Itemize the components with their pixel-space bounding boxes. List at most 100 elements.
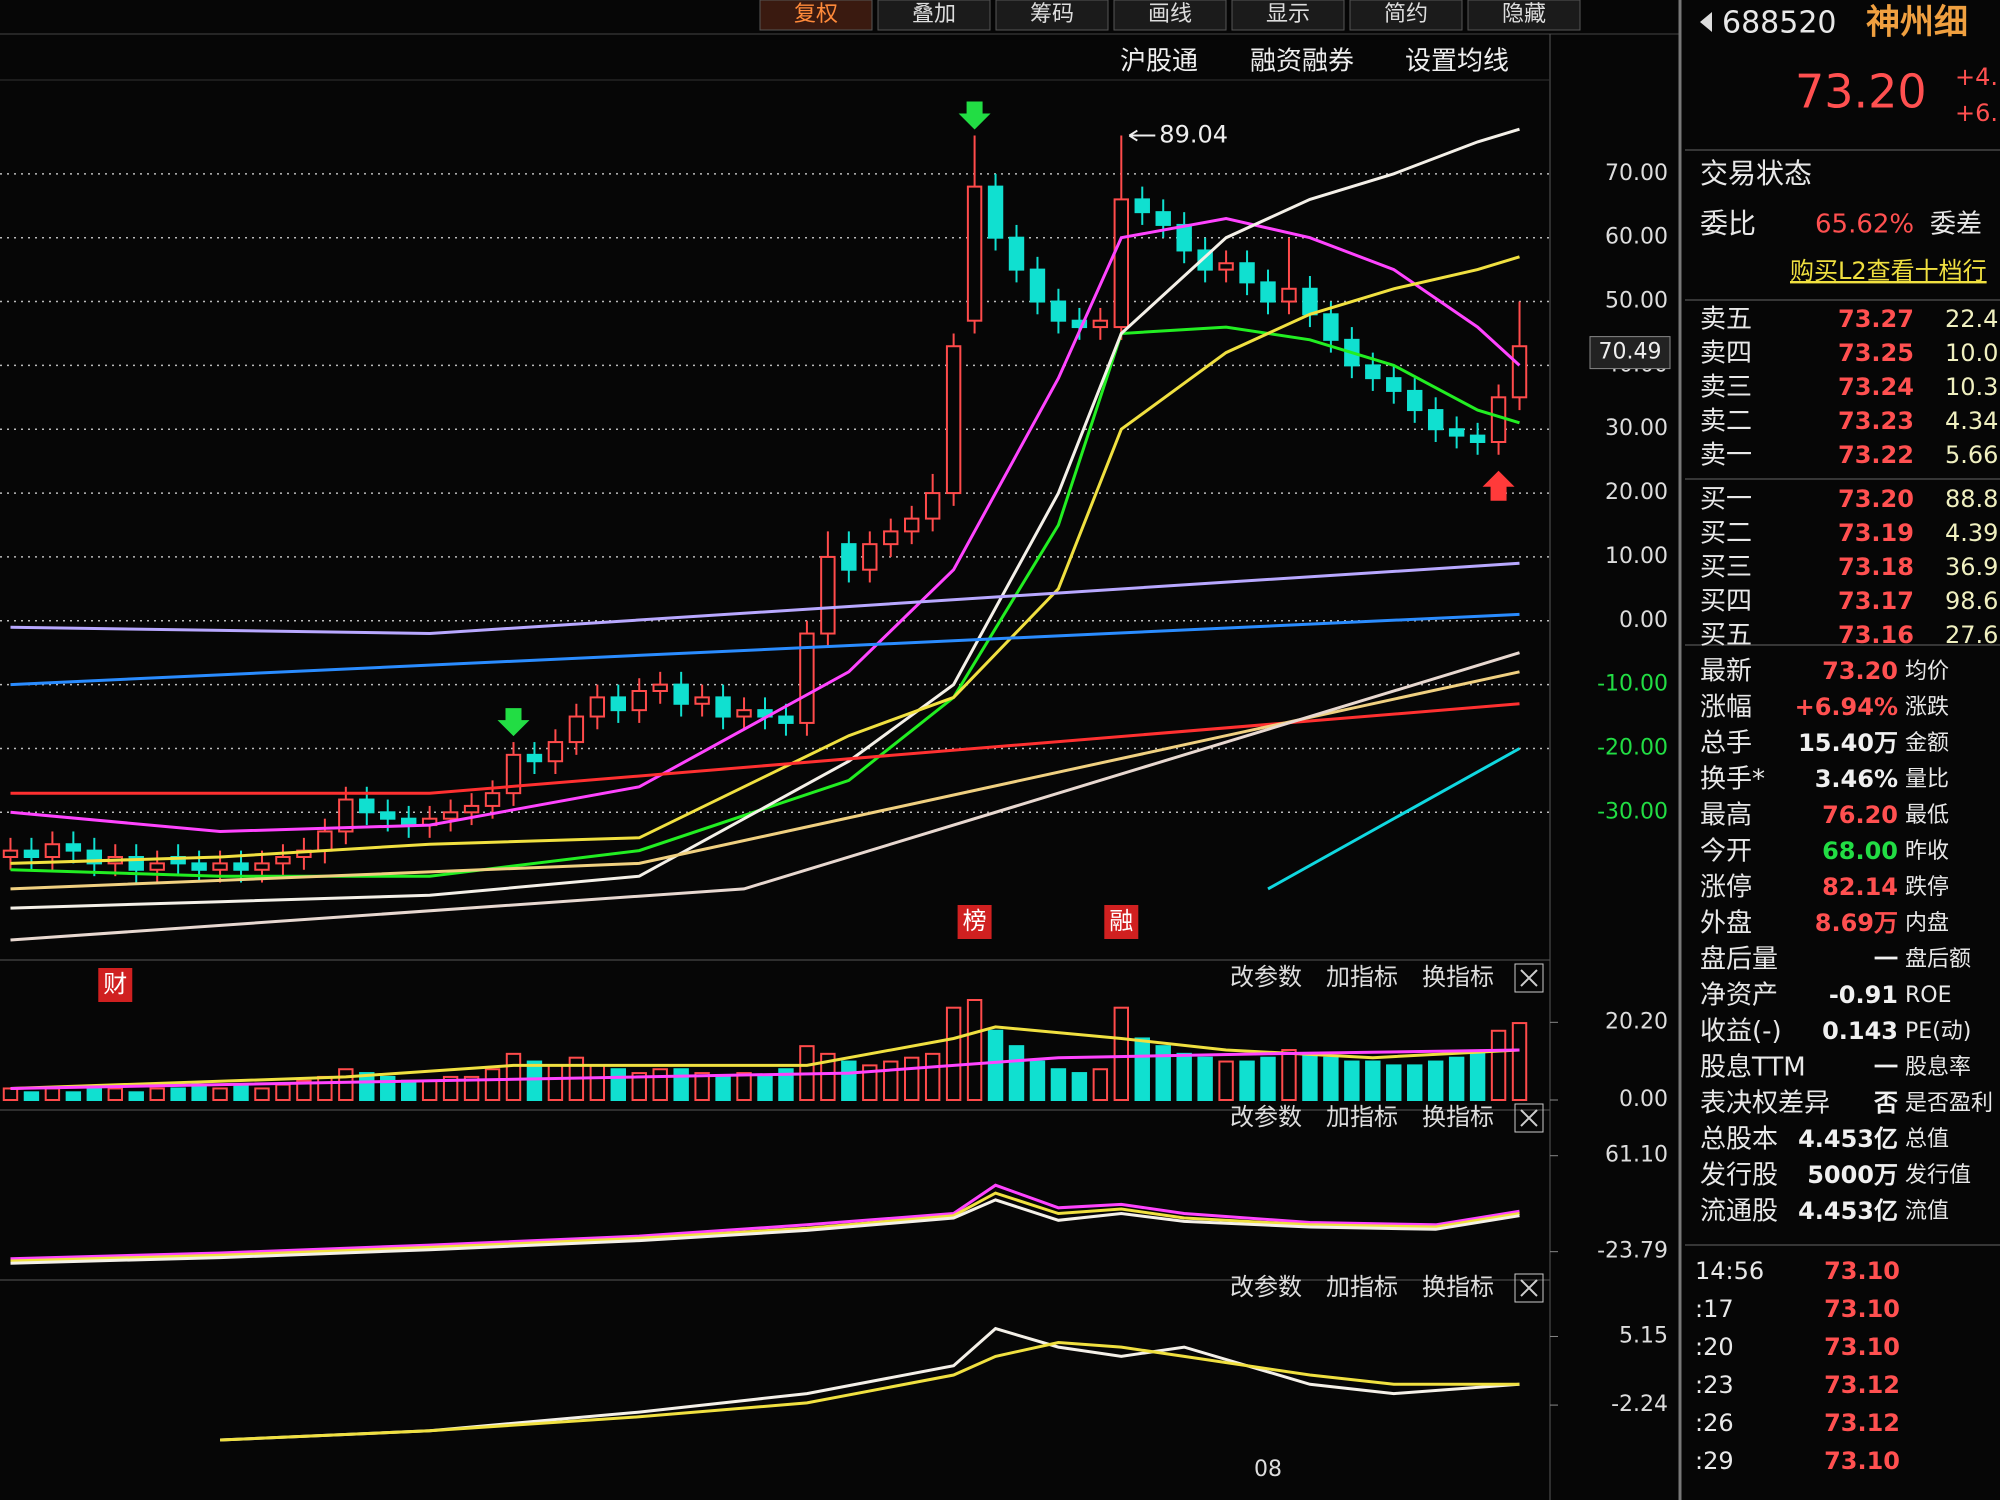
toolbar-label[interactable]: 画线 xyxy=(1148,2,1192,27)
candle-body xyxy=(1008,236,1025,271)
event-marker[interactable] xyxy=(1104,905,1139,939)
subbar-item[interactable]: 融资融券 xyxy=(1250,47,1354,77)
book-volume: 36.9 xyxy=(1945,553,1998,581)
candle-body xyxy=(966,185,983,322)
candle-body xyxy=(65,843,82,852)
panel-button[interactable]: 换指标 xyxy=(1422,1103,1494,1131)
toolbar-button[interactable] xyxy=(995,0,1109,31)
stat-value: 68.00 xyxy=(1822,837,1898,865)
close-button[interactable] xyxy=(1514,1273,1544,1303)
toolbar-label[interactable]: 显示 xyxy=(1266,2,1310,27)
panel-button[interactable]: 换指标 xyxy=(1422,963,1494,991)
volume-bar xyxy=(1365,1060,1381,1101)
volume-bar xyxy=(359,1072,375,1101)
tick-price: 73.10 xyxy=(1824,1333,1900,1361)
volume-bar xyxy=(1448,1056,1465,1101)
tick-time: :17 xyxy=(1695,1295,1734,1323)
stat-label: 表决权差异 xyxy=(1700,1089,1830,1119)
y-tick-label: 60.00 xyxy=(1605,225,1668,250)
volume-bar xyxy=(1092,1068,1109,1101)
stat-label-2: 均价 xyxy=(1905,659,1949,684)
stat-label-2: 量比 xyxy=(1905,767,1949,792)
book-label: 买五 xyxy=(1700,621,1752,651)
close-icon[interactable] xyxy=(1520,1279,1538,1297)
book-label: 卖五 xyxy=(1700,305,1752,335)
candle-body xyxy=(1134,198,1150,214)
panel-button[interactable]: 改参数 xyxy=(1230,963,1302,991)
toolbar-button[interactable] xyxy=(1113,0,1227,31)
current-price-label: 70.49 xyxy=(1599,340,1662,365)
peak-annotation: 89.04 xyxy=(1159,121,1228,149)
candle-body xyxy=(526,753,543,763)
panel-button[interactable]: 加指标 xyxy=(1326,963,1398,991)
l2-link[interactable]: 购买L2查看十档行 xyxy=(1790,257,1987,285)
y-tick-label: 0.00 xyxy=(1619,1087,1668,1112)
volume-bar xyxy=(1197,1056,1213,1101)
event-marker[interactable] xyxy=(957,905,992,939)
indicator-line xyxy=(220,1340,1520,1442)
volume-bar xyxy=(883,1060,899,1101)
stat-label: 盘后量 xyxy=(1700,945,1778,975)
indicator-line xyxy=(1267,747,1521,891)
panel-button[interactable]: 加指标 xyxy=(1326,1273,1398,1301)
toolbar-button[interactable] xyxy=(759,0,873,31)
stat-label-2: ROE xyxy=(1905,983,1952,1008)
event-marker[interactable] xyxy=(98,968,133,1002)
volume-bar xyxy=(757,1075,773,1102)
toolbar-label[interactable]: 隐藏 xyxy=(1502,2,1546,27)
stat-value: 0.143 xyxy=(1822,1017,1898,1045)
current-price-box xyxy=(1589,336,1671,370)
book-price: 73.19 xyxy=(1838,519,1914,547)
back-arrow[interactable] xyxy=(1700,12,1712,32)
candle-body xyxy=(1427,409,1444,431)
volume-bar xyxy=(1134,1037,1150,1102)
volume-bar xyxy=(400,1079,417,1102)
candle-body xyxy=(924,492,941,520)
panel-button[interactable]: 加指标 xyxy=(1326,1103,1398,1131)
toolbar-label[interactable]: 筹码 xyxy=(1030,2,1074,27)
indicator-line xyxy=(10,702,1520,795)
toolbar-label[interactable]: 叠加 xyxy=(912,2,956,27)
volume-bar xyxy=(904,1056,920,1101)
panel-button[interactable]: 换指标 xyxy=(1422,1273,1494,1301)
candle-body xyxy=(610,696,626,712)
volume-bar xyxy=(1029,1060,1046,1101)
toolbar-button[interactable] xyxy=(1231,0,1345,31)
volume-bar xyxy=(23,1091,40,1102)
book-volume: 88.8 xyxy=(1945,485,1998,513)
indicator-line xyxy=(10,651,1520,942)
volume-bar xyxy=(610,1068,626,1101)
toolbar-button[interactable] xyxy=(1467,0,1581,31)
panel-button[interactable]: 改参数 xyxy=(1230,1103,1302,1131)
stat-label-2: 涨跌 xyxy=(1905,695,1949,720)
book-label: 卖四 xyxy=(1700,339,1752,369)
close-icon[interactable] xyxy=(1520,969,1538,987)
stat-label: 净资产 xyxy=(1700,981,1778,1011)
stat-label: 流通股 xyxy=(1700,1197,1778,1227)
toolbar-button[interactable] xyxy=(1349,0,1463,31)
candle-body xyxy=(1155,211,1171,226)
volume-bar xyxy=(296,1079,312,1102)
toolbar-label[interactable]: 复权 xyxy=(794,2,838,27)
candle-body xyxy=(715,696,731,718)
book-label: 买二 xyxy=(1700,519,1752,549)
toolbar-button[interactable] xyxy=(877,0,991,31)
indicator-line xyxy=(10,1048,1520,1090)
indicator-line xyxy=(10,561,1520,636)
signal-arrow xyxy=(958,101,991,130)
book-price: 73.25 xyxy=(1838,339,1914,367)
close-button[interactable] xyxy=(1514,1103,1544,1133)
candle-body xyxy=(1260,281,1276,303)
stat-value: 5000万 xyxy=(1807,1161,1898,1189)
volume-bar xyxy=(694,1072,710,1101)
candle-body xyxy=(736,709,752,718)
toolbar-label[interactable]: 简约 xyxy=(1384,2,1428,27)
candle-body xyxy=(2,849,19,858)
stat-label: 总手 xyxy=(1700,729,1752,759)
subbar-item[interactable]: 沪股通 xyxy=(1120,47,1198,77)
close-icon[interactable] xyxy=(1520,1109,1538,1127)
subbar-item[interactable]: 设置均线 xyxy=(1405,47,1509,77)
close-button[interactable] xyxy=(1514,963,1544,993)
panel-button[interactable]: 改参数 xyxy=(1230,1273,1302,1301)
stat-label-2: 流值 xyxy=(1905,1199,1949,1224)
